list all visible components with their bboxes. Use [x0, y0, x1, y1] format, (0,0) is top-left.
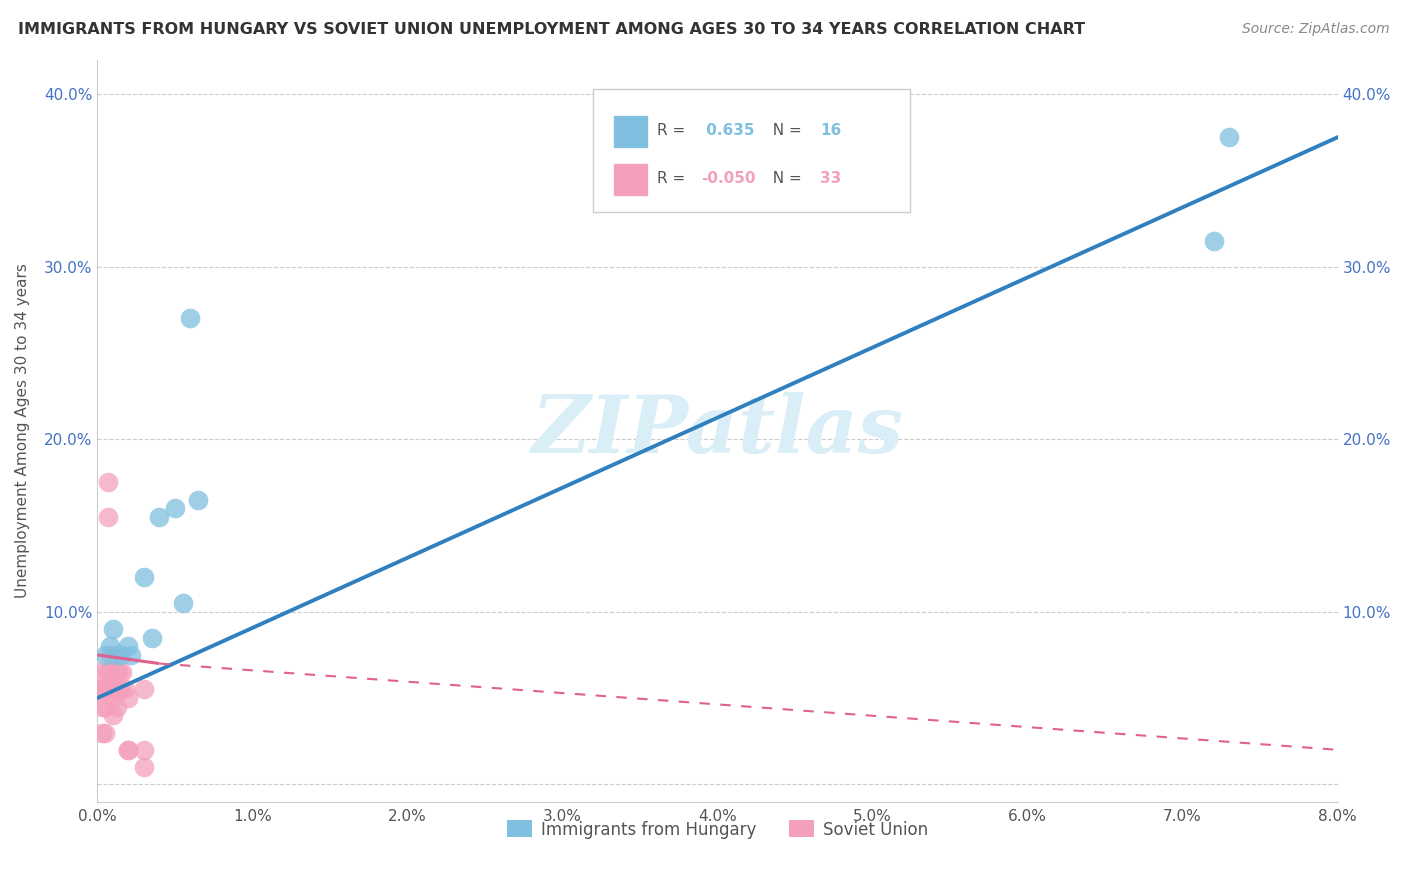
Point: [141, 631, 163, 645]
Point: [97, 475, 120, 490]
Point: [114, 682, 136, 697]
Point: [110, 648, 132, 662]
Point: [108, 665, 131, 680]
Point: [120, 648, 142, 662]
Text: N =: N =: [763, 122, 807, 137]
Text: N =: N =: [763, 170, 807, 186]
Point: [97, 509, 120, 524]
Point: [117, 640, 139, 654]
Point: [98, 648, 121, 662]
Point: [104, 648, 127, 662]
Point: [187, 492, 209, 507]
Point: [117, 743, 139, 757]
Point: [98, 665, 121, 680]
Point: [107, 665, 129, 680]
Text: 16: 16: [820, 122, 842, 137]
Point: [94, 648, 117, 662]
Point: [89, 682, 111, 697]
Point: [101, 622, 124, 636]
Text: R =: R =: [657, 122, 690, 137]
Point: [94, 725, 117, 739]
Point: [96, 665, 118, 680]
Point: [132, 743, 155, 757]
Point: [101, 708, 124, 723]
Text: ZIPatlas: ZIPatlas: [531, 392, 904, 469]
Point: [104, 682, 127, 697]
FancyBboxPatch shape: [613, 163, 648, 196]
Point: [132, 682, 155, 697]
Text: -0.050: -0.050: [702, 170, 756, 186]
Point: [94, 699, 117, 714]
Point: [96, 682, 118, 697]
Point: [107, 699, 129, 714]
Text: R =: R =: [657, 170, 690, 186]
Point: [90, 725, 112, 739]
Point: [172, 596, 194, 610]
Point: [98, 682, 121, 697]
Text: 0.635: 0.635: [702, 122, 755, 137]
Point: [179, 311, 201, 326]
Point: [1202, 234, 1225, 248]
FancyBboxPatch shape: [593, 89, 910, 211]
Text: IMMIGRANTS FROM HUNGARY VS SOVIET UNION UNEMPLOYMENT AMONG AGES 30 TO 34 YEARS C: IMMIGRANTS FROM HUNGARY VS SOVIET UNION …: [18, 22, 1085, 37]
Point: [104, 665, 127, 680]
Point: [117, 691, 139, 706]
Text: Source: ZipAtlas.com: Source: ZipAtlas.com: [1241, 22, 1389, 37]
Y-axis label: Unemployment Among Ages 30 to 34 years: Unemployment Among Ages 30 to 34 years: [15, 263, 30, 598]
Point: [101, 673, 124, 688]
Point: [94, 682, 117, 697]
Point: [90, 682, 112, 697]
Legend: Immigrants from Hungary, Soviet Union: Immigrants from Hungary, Soviet Union: [501, 814, 935, 846]
Point: [163, 501, 186, 516]
Point: [101, 691, 124, 706]
FancyBboxPatch shape: [613, 115, 648, 148]
Point: [90, 699, 112, 714]
Point: [1218, 130, 1240, 145]
Point: [110, 682, 132, 697]
Point: [89, 665, 111, 680]
Point: [111, 665, 134, 680]
Point: [98, 640, 121, 654]
Text: 33: 33: [820, 170, 842, 186]
Point: [101, 682, 124, 697]
Point: [132, 570, 155, 584]
Point: [148, 509, 170, 524]
Point: [117, 743, 139, 757]
Point: [132, 760, 155, 774]
